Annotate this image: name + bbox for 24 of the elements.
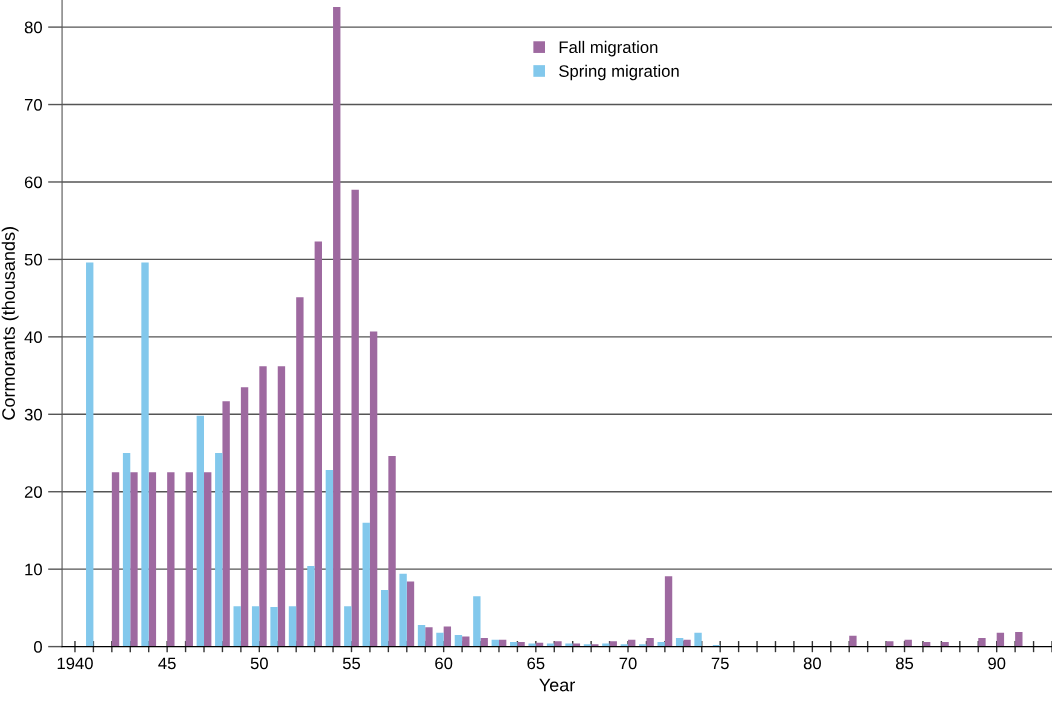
y-axis-title: Cormorants (thousands) [1,227,19,420]
y-tick-label: 60 [24,176,42,189]
x-axis-title: Year [539,678,575,692]
y-tick-label: 20 [24,486,42,498]
x-tick-label: 90 [988,657,1006,670]
x-tick-label: 70 [619,657,637,670]
legend-label: Fall migration [559,40,658,57]
legend-label: Spring migration [559,64,679,81]
y-tick-label: 10 [25,563,42,576]
y-tick-label: 40 [24,331,42,344]
y-tick-label: 30 [24,408,42,421]
x-tick-label: 1940 [57,657,93,670]
x-tick-label: 80 [803,657,821,670]
x-tick-label: 85 [895,657,914,670]
x-tick-label: 55 [342,657,361,670]
x-tick-label: 65 [527,657,545,670]
y-tick-label: 70 [24,98,42,111]
x-tick-label: 60 [435,657,453,670]
y-tick-label: 50 [24,253,42,266]
x-tick-label: 50 [250,657,268,670]
y-tick-label: 0 [34,641,42,653]
x-tick-label: 45 [158,657,176,670]
y-tick-label: 80 [24,21,42,34]
x-tick-label: 75 [711,657,729,670]
